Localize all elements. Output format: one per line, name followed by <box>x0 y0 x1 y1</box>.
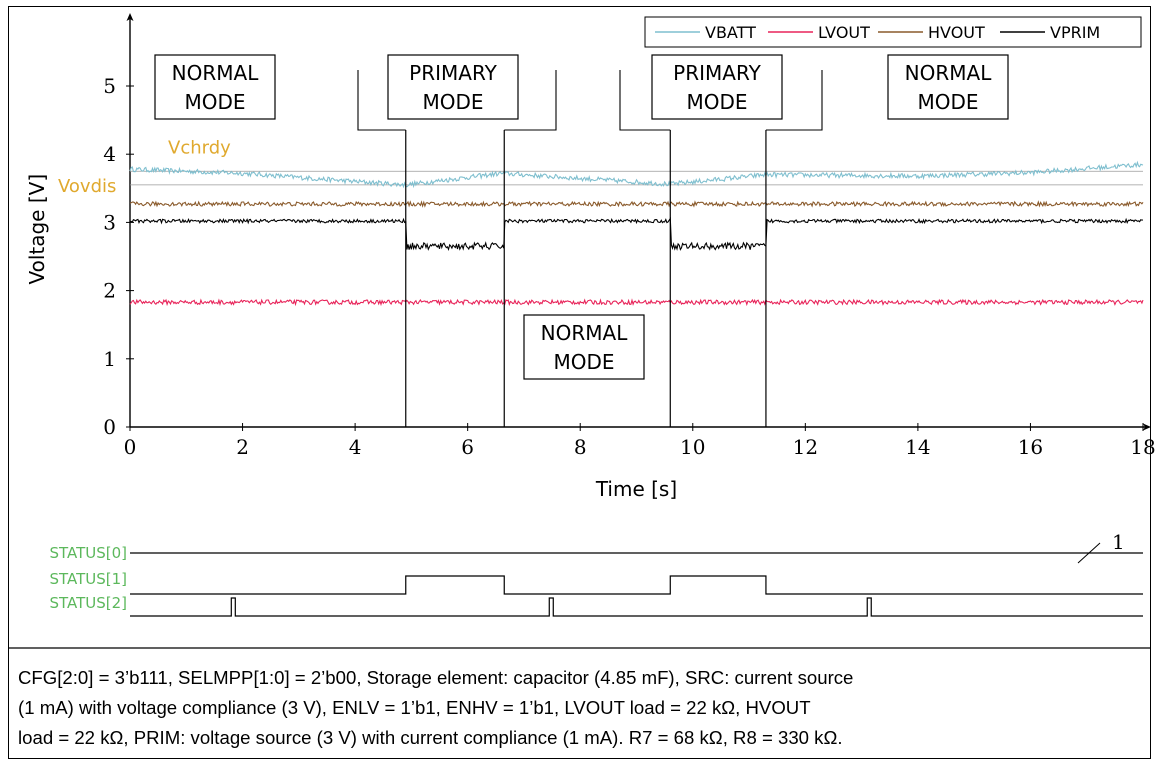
y-tick-label: 1 <box>103 347 116 371</box>
figure-frame <box>8 6 1151 759</box>
status-0-note: 1 <box>1112 530 1125 554</box>
x-tick-label: 10 <box>680 435 705 459</box>
series-line-hvout <box>129 200 1144 208</box>
mode-box <box>523 314 645 380</box>
mode-box <box>387 54 519 120</box>
legend-label-vbatt: VBATT <box>705 23 756 42</box>
mode-bracket <box>357 70 406 131</box>
x-axis-label: Time [s] <box>595 477 677 501</box>
status-2-trace <box>130 597 1143 617</box>
mode-label: NORMAL <box>172 61 260 85</box>
legend-label-vprim: VPRIM <box>1050 23 1100 42</box>
mode-box <box>651 54 783 120</box>
caption-line-3: load = 22 kΩ, PRIM: voltage source (3 V)… <box>18 727 843 748</box>
mode-label: PRIMARY <box>409 61 497 85</box>
y-tick-label: 0 <box>103 415 116 439</box>
y-tick-label: 3 <box>103 210 116 234</box>
status-label-2: STATUS[2] <box>49 594 127 612</box>
x-tick-label: 4 <box>349 435 362 459</box>
y-axis-label: Voltage [V] <box>25 174 49 285</box>
series-line-vbatt <box>129 160 1144 189</box>
x-tick-label: 6 <box>461 435 474 459</box>
legend-label-hvout: HVOUT <box>928 23 985 42</box>
x-tick-label: 12 <box>793 435 818 459</box>
status-label-1: STATUS[1] <box>49 570 127 588</box>
mode-label: PRIMARY <box>673 61 761 85</box>
mode-bracket <box>504 70 557 131</box>
mode-bracket <box>765 70 823 131</box>
status-label-0: STATUS[0] <box>49 544 127 562</box>
mode-box <box>154 54 276 120</box>
x-tick-label: 2 <box>236 435 249 459</box>
x-tick-label: 0 <box>124 435 137 459</box>
mode-bracket <box>619 70 671 131</box>
caption-line-1: CFG[2:0] = 3’b111, SELMPP[1:0] = 2’b00, … <box>18 667 854 688</box>
caption-line-2: (1 mA) with voltage compliance (3 V), EN… <box>18 697 811 718</box>
legend-label-lvout: LVOUT <box>818 23 870 42</box>
x-tick-label: 16 <box>1018 435 1043 459</box>
mode-label: MODE <box>917 90 978 114</box>
x-tick-label: 18 <box>1130 435 1155 459</box>
status-0-slash <box>1077 542 1101 564</box>
y-tick-label: 2 <box>103 279 116 303</box>
status-1-trace <box>130 575 1143 595</box>
series-line-vprim <box>129 216 1144 251</box>
mode-label: MODE <box>553 350 614 374</box>
reference-label-vchrdy: Vchrdy <box>168 137 231 158</box>
y-tick-label: 5 <box>103 74 116 98</box>
x-tick-label: 8 <box>574 435 587 459</box>
x-axis-arrow <box>1143 423 1151 431</box>
caption: CFG[2:0] = 3’b111, SELMPP[1:0] = 2’b00, … <box>18 663 1148 753</box>
mode-box <box>887 54 1009 120</box>
mode-label: NORMAL <box>541 321 629 345</box>
y-axis-arrow <box>126 13 134 21</box>
mode-label: MODE <box>422 90 483 114</box>
mode-label: MODE <box>686 90 747 114</box>
mode-label: NORMAL <box>905 61 993 85</box>
y-tick-label: 4 <box>103 142 116 166</box>
series-line-lvout <box>129 298 1144 307</box>
x-tick-label: 14 <box>905 435 930 459</box>
mode-label: MODE <box>184 90 245 114</box>
reference-label-vovdis: Vovdis <box>58 176 116 197</box>
